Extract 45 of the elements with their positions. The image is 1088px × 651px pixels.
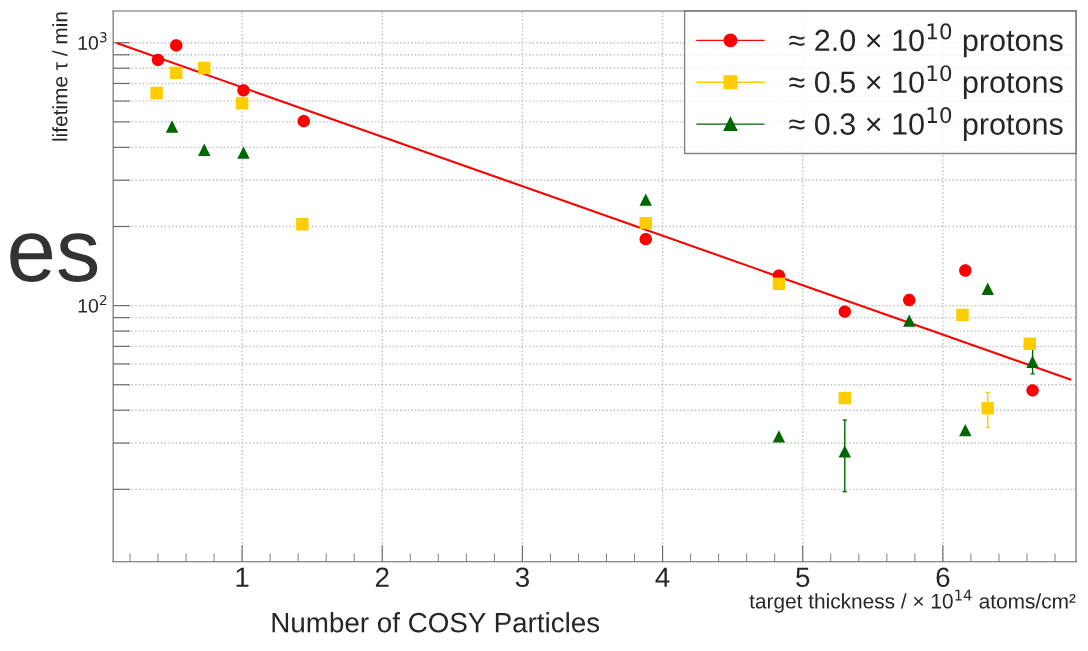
- point: [237, 146, 250, 159]
- x-tick-label: 2: [375, 567, 389, 587]
- legend-label: ≈ 0.3 × 10$^{10}$ protons: [789, 107, 1063, 141]
- point: [639, 232, 652, 246]
- point: [170, 39, 183, 52]
- point: [903, 314, 916, 327]
- x-tick-label: 3: [515, 567, 529, 588]
- x-tick-label: 6: [936, 567, 950, 588]
- point: [772, 430, 786, 443]
- point: [959, 423, 972, 437]
- point: [838, 445, 851, 458]
- point: [981, 282, 994, 295]
- text: es: [10, 233, 98, 282]
- y-tick-label: 10$^{3}$: [78, 32, 107, 50]
- text: Number of COSY Particles: [272, 612, 600, 633]
- x-tick-label: 5: [796, 567, 810, 588]
- y-tick-label: 10$^{2}$: [78, 294, 107, 313]
- legend-label: ≈ 2.0 × 10$^{10}$ protons: [789, 23, 1063, 58]
- point: [170, 66, 183, 80]
- point: [150, 86, 163, 100]
- point: [165, 120, 179, 133]
- point: [296, 218, 309, 231]
- point: [151, 53, 165, 67]
- point: [297, 114, 310, 128]
- y-axis-title: lifetime τ / min: [52, 12, 68, 141]
- point: [639, 193, 652, 206]
- point: [1023, 337, 1036, 350]
- point: [639, 216, 652, 230]
- point: [235, 97, 249, 110]
- legend-label: ≈ 0.5 × 10$^{10}$ protons: [789, 65, 1063, 100]
- x-axis-title: target thickness / × 10$^{14}$ atoms/cm²: [749, 589, 1076, 613]
- point: [903, 293, 916, 307]
- point: [838, 391, 851, 405]
- x-tick-label: 4: [655, 567, 670, 587]
- point: [981, 402, 994, 415]
- point: [959, 264, 972, 277]
- point: [956, 308, 969, 322]
- point: [1026, 355, 1039, 368]
- point: [1026, 384, 1039, 397]
- point: [198, 143, 211, 156]
- x-tick-label: 1: [236, 567, 249, 587]
- point: [838, 305, 851, 318]
- point: [198, 61, 211, 75]
- point: [237, 84, 250, 97]
- point: [772, 277, 786, 291]
